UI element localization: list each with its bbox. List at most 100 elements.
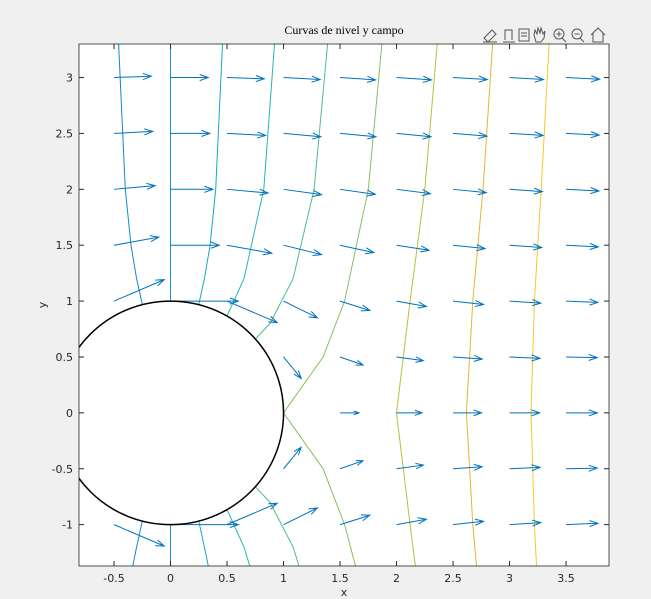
toolbar-datatip[interactable] [518, 28, 530, 42]
arrow [453, 131, 489, 139]
arrow [396, 132, 433, 140]
arrow [566, 464, 599, 472]
arrow [566, 242, 600, 250]
arrow [453, 354, 484, 362]
y-axis-label: y [36, 301, 49, 308]
arrow [170, 185, 215, 193]
arrow [226, 502, 279, 526]
arrow [283, 300, 319, 319]
arrow [509, 299, 543, 307]
arrow [340, 410, 361, 416]
arrow [339, 244, 376, 255]
contour-line [118, 44, 143, 566]
arrow [114, 72, 153, 81]
contour-line [254, 44, 329, 566]
arrow [396, 356, 425, 363]
arrow [509, 187, 544, 195]
arrow [227, 75, 266, 83]
x-tick-label: 3 [506, 572, 513, 585]
arrow [453, 409, 483, 417]
arrow [453, 75, 489, 83]
arrow [113, 182, 157, 190]
arrow [283, 507, 319, 526]
plot-layer [79, 44, 602, 566]
x-tick-label: 1 [280, 572, 287, 585]
x-tick-label: -0.5 [103, 572, 124, 585]
arrow [566, 520, 600, 528]
y-tick-label: 3 [66, 72, 73, 85]
arrow [566, 75, 602, 83]
arrow [452, 244, 487, 252]
arrow [339, 300, 372, 312]
y-tick-label: -1 [62, 519, 73, 532]
arrow [509, 519, 543, 527]
toolbar-pan[interactable] [533, 26, 546, 43]
arrow [339, 132, 378, 140]
arrow [226, 188, 270, 196]
arrow [453, 188, 488, 196]
y-tick-label: -0.5 [52, 463, 73, 476]
x-axis-label: x [341, 586, 348, 599]
x-tick-label: 0 [167, 572, 174, 585]
arrow [566, 298, 600, 306]
arrow [226, 244, 274, 256]
arrow [509, 354, 542, 362]
arrow [227, 131, 268, 139]
arrow [509, 131, 545, 139]
x-tick-label: 0.5 [218, 572, 236, 585]
x-tick-label: 2 [393, 572, 400, 585]
arrow [509, 464, 542, 472]
arrow [396, 75, 433, 83]
arrow [283, 356, 303, 380]
arrow [283, 132, 323, 140]
x-tick-label: 1.5 [331, 572, 349, 585]
arrow [283, 446, 303, 470]
arrow [566, 409, 599, 417]
arrow [509, 409, 542, 417]
toolbar-zoom-in[interactable] [553, 28, 567, 43]
arrow [170, 129, 212, 137]
y-tick-label: 1.5 [56, 239, 74, 252]
arrow [339, 514, 372, 526]
arrow [509, 243, 544, 251]
cylinder [79, 300, 285, 526]
toolbar-home[interactable] [590, 27, 606, 43]
arrow [226, 300, 279, 324]
y-tick-label: 0 [66, 407, 73, 420]
arrow [339, 356, 365, 366]
arrow [509, 75, 545, 83]
y-tick-label: 2 [66, 183, 73, 196]
contour-line [282, 44, 383, 566]
arrow [113, 235, 161, 246]
contour-line [465, 44, 494, 566]
arrow [566, 131, 601, 139]
toolbar-brush[interactable] [503, 29, 515, 43]
y-tick-label: 1 [66, 295, 73, 308]
arrow [396, 517, 428, 526]
arrow [113, 279, 166, 302]
y-tick-label: 0.5 [56, 351, 74, 364]
arrow [396, 188, 432, 197]
arrow [283, 188, 323, 198]
arrow [114, 128, 155, 136]
arrow [452, 300, 486, 308]
arrow [339, 188, 377, 197]
contour-line [530, 44, 550, 566]
arrow [170, 74, 210, 82]
x-tick-label: 3.5 [557, 572, 575, 585]
arrow [113, 524, 166, 547]
toolbar-zoom-out[interactable] [571, 28, 585, 43]
toolbar-export[interactable] [483, 29, 497, 43]
arrow [452, 518, 486, 526]
arrow [566, 353, 599, 361]
arrow [396, 244, 431, 253]
axes-box [78, 43, 610, 567]
axes-toolbar [483, 26, 606, 43]
arrow [283, 75, 322, 83]
arrow [396, 462, 425, 470]
arrow [170, 241, 221, 249]
x-tick-label: 2.5 [444, 572, 462, 585]
arrow [339, 460, 365, 470]
